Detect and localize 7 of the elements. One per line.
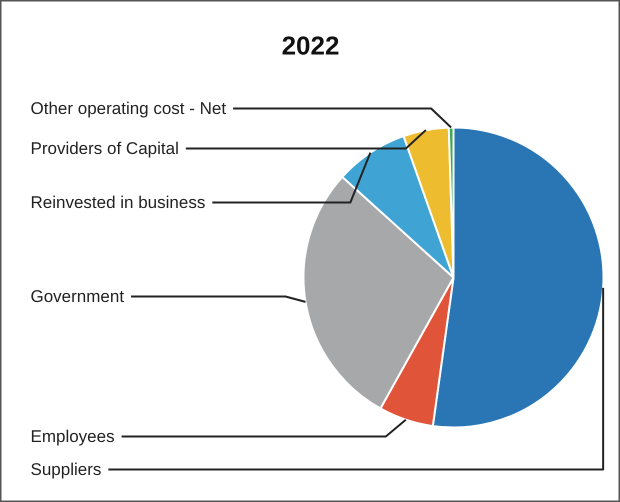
- slice-label: Suppliers: [30, 460, 102, 479]
- slice-label: Reinvested in business: [30, 193, 206, 212]
- slice-label: Government: [30, 287, 124, 306]
- chart-title: 2022: [282, 30, 340, 60]
- slice-label: Providers of Capital: [30, 139, 179, 158]
- slice-label: Other operating cost - Net: [30, 99, 226, 118]
- slice-label: Employees: [30, 427, 115, 446]
